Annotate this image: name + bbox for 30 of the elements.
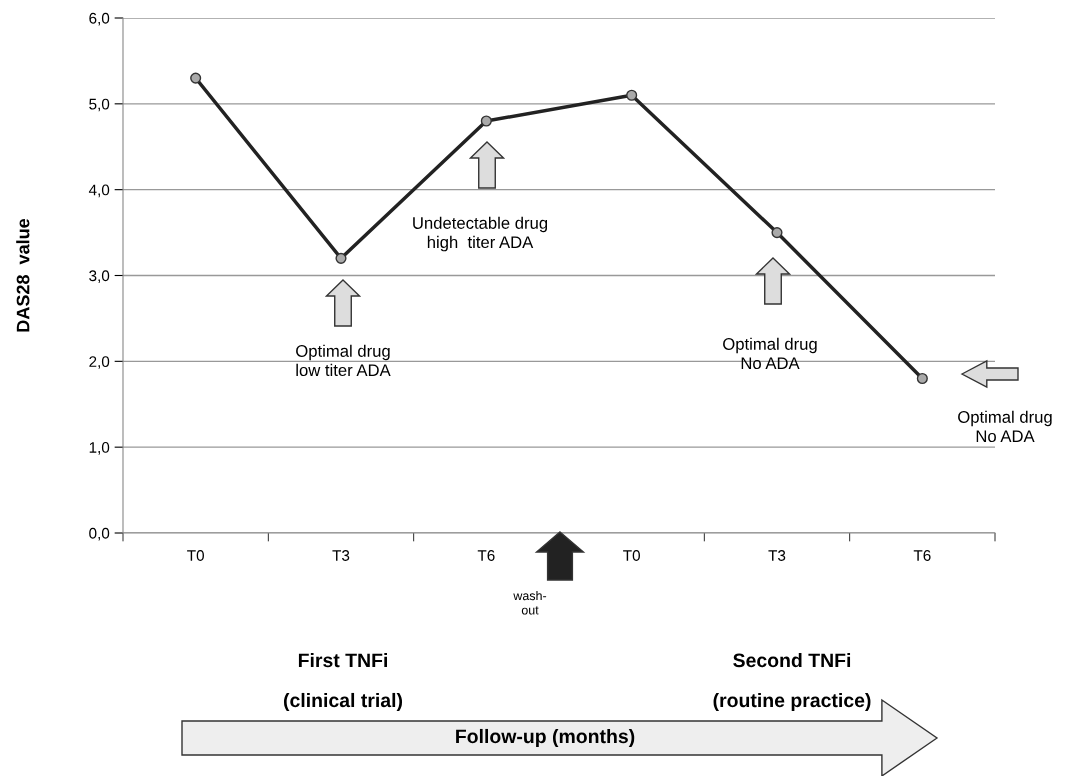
point [626,89,638,101]
point [190,72,202,84]
text: (clinical trial) [284,692,403,712]
y-tick-label: 1,0 [89,442,110,455]
x-tick-label: T6 [913,550,931,561]
point [771,227,783,239]
text: (routine practice) [713,692,871,712]
text: wash- out [513,590,547,615]
text: First TNFi [298,652,387,668]
y-tick-label: 3,0 [89,270,110,283]
y-tick-label: 5,0 [89,98,110,112]
annotation: Optimal drug No ADA [723,337,817,370]
point [480,115,492,127]
x-tick-label: T0 [623,550,640,561]
annotation: Optimal drug low titer ADA [296,344,391,377]
y-axis-title: DAS28 value [16,218,30,332]
x-tick-label: T3 [768,550,786,561]
point [916,372,928,385]
y-tick-label: 0,0 [89,527,110,541]
annotation: Optimal drug No ADA [958,410,1052,443]
x-tick-label: T6 [477,550,495,561]
y-tick-label: 6,0 [89,12,110,26]
annotation: Undetectable drug high titer ADA [413,216,548,252]
y-tick-label: 2,0 [89,356,110,369]
x-tick-label: T3 [332,550,350,561]
text: Second TNFi [733,652,851,668]
y-tick-label: 4,0 [88,184,110,198]
text: Follow-up (months) [456,728,635,748]
point [335,252,347,264]
x-tick-label: T0 [187,550,204,561]
